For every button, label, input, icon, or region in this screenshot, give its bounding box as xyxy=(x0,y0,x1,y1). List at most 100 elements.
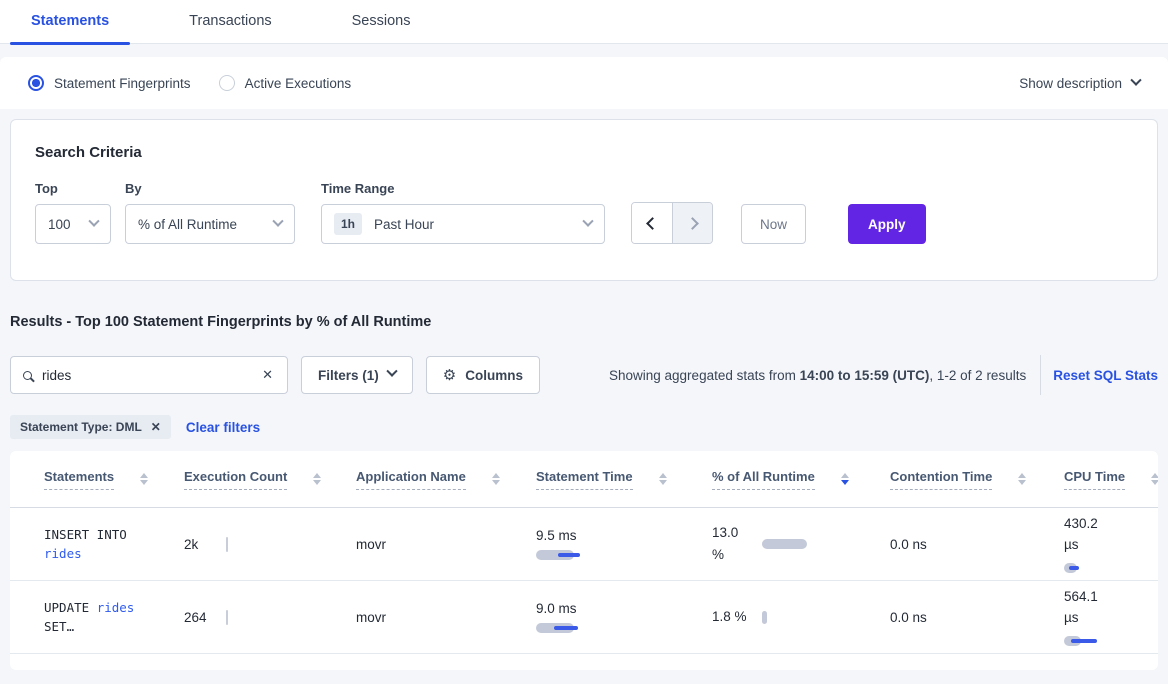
results-toolbar: ✕ Filters (1) ⚙ Columns Showing aggregat… xyxy=(10,355,1158,395)
execution-count-bar xyxy=(226,536,228,552)
column-header-statement-time[interactable]: Statement Time xyxy=(536,469,712,490)
active-filters-row: Statement Type: DML ✕ Clear filters xyxy=(10,415,1168,439)
statement-time-bar xyxy=(536,549,574,560)
radio-active-executions[interactable]: Active Executions xyxy=(218,75,352,91)
top-select[interactable]: 100 xyxy=(35,204,111,244)
cpu-time-marker xyxy=(1069,565,1079,570)
chevron-left-icon xyxy=(645,216,659,230)
tab-transactions[interactable]: Transactions xyxy=(189,13,272,29)
sort-icon[interactable] xyxy=(140,473,149,485)
by-value: % of All Runtime xyxy=(138,216,238,232)
chevron-down-icon xyxy=(88,215,100,227)
remove-filter-icon[interactable]: ✕ xyxy=(150,420,161,434)
sort-icon[interactable] xyxy=(491,473,500,485)
filter-chip-statement-type[interactable]: Statement Type: DML ✕ xyxy=(10,415,171,439)
filter-chip-label: Statement Type: DML xyxy=(20,420,142,434)
filters-label: Filters (1) xyxy=(318,367,379,383)
results-heading: Results - Top 100 Statement Fingerprints… xyxy=(10,314,432,330)
by-field: By % of All Runtime xyxy=(125,181,295,244)
search-input[interactable] xyxy=(42,367,261,383)
tab-sessions[interactable]: Sessions xyxy=(351,13,411,29)
table-row: INSERT INTO rides 2k movr 9.5 ms 13.0 % … xyxy=(10,508,1158,581)
sort-icon-active-desc[interactable] xyxy=(840,473,849,485)
time-range-badge: 1h xyxy=(334,213,363,235)
radio-statement-fingerprints[interactable]: Statement Fingerprints xyxy=(28,75,191,91)
top-field: Top 100 xyxy=(35,181,111,244)
cpu-time-cell: 430.2 µs xyxy=(1064,514,1158,574)
statement-link[interactable]: rides xyxy=(44,546,82,561)
execution-count-cell: 264 xyxy=(184,609,356,625)
application-name-cell: movr xyxy=(356,609,386,625)
sort-icon[interactable] xyxy=(313,473,322,485)
contention-time-cell: 0.0 ns xyxy=(890,609,927,625)
search-icon xyxy=(23,370,32,380)
chevron-down-icon xyxy=(386,365,398,377)
statement-fingerprint-cell: UPDATE rides SET… xyxy=(44,599,135,634)
execution-count-cell: 2k xyxy=(184,536,356,552)
sort-icon[interactable] xyxy=(1151,473,1158,485)
top-label: Top xyxy=(35,181,58,196)
statement-time-cell: 9.0 ms xyxy=(536,601,712,634)
tab-statements[interactable]: Statements xyxy=(9,13,131,45)
clear-search-icon[interactable]: ✕ xyxy=(262,367,273,382)
runtime-bar xyxy=(762,610,767,624)
filters-button[interactable]: Filters (1) xyxy=(301,356,413,394)
time-range-value: Past Hour xyxy=(374,216,435,232)
time-nav-group xyxy=(631,202,713,244)
sort-icon[interactable] xyxy=(1018,473,1027,485)
statement-time-cell: 9.5 ms xyxy=(536,528,712,561)
statement-fingerprint-cell: INSERT INTO rides xyxy=(44,526,127,561)
statement-link[interactable]: rides xyxy=(96,599,135,615)
column-header-contention-time[interactable]: Contention Time xyxy=(890,469,1064,490)
show-description-label: Show description xyxy=(1019,75,1122,91)
contention-time-cell: 0.0 ns xyxy=(890,536,927,552)
column-header-cpu-time[interactable]: CPU Time xyxy=(1064,469,1158,490)
sort-icon[interactable] xyxy=(658,473,667,485)
time-range-select[interactable]: 1h Past Hour xyxy=(321,204,605,244)
runtime-bar xyxy=(762,539,807,549)
runtime-pct-cell: 1.8 % xyxy=(712,606,890,628)
reset-sql-stats-link[interactable]: Reset SQL Stats xyxy=(1053,367,1158,383)
page-tabs: Statements Transactions Sessions xyxy=(0,0,1168,45)
radio-selected-icon xyxy=(28,75,44,91)
chevron-down-icon xyxy=(272,215,284,227)
column-header-statements[interactable]: Statements xyxy=(44,469,184,490)
search-criteria-card: Search Criteria Top 100 By % of All Runt… xyxy=(10,119,1158,281)
columns-button[interactable]: ⚙ Columns xyxy=(425,356,540,394)
time-next-button[interactable] xyxy=(672,203,712,243)
radio-label: Active Executions xyxy=(244,75,352,91)
column-header-runtime-pct[interactable]: % of All Runtime xyxy=(712,469,890,490)
column-header-application-name[interactable]: Application Name xyxy=(356,469,536,490)
chevron-down-icon xyxy=(582,215,594,227)
time-range-label: Time Range xyxy=(321,181,395,196)
statement-time-marker xyxy=(558,552,580,557)
view-toggle-bar: Statement Fingerprints Active Executions… xyxy=(0,57,1168,109)
statements-table: Statements Execution Count Application N… xyxy=(10,451,1158,670)
by-label: By xyxy=(125,181,142,196)
gear-icon: ⚙ xyxy=(442,367,457,384)
apply-button[interactable]: Apply xyxy=(848,204,926,244)
time-prev-button[interactable] xyxy=(632,203,672,243)
statement-search-box: ✕ xyxy=(10,356,288,394)
cpu-time-marker xyxy=(1071,638,1097,643)
execution-count-bar xyxy=(226,609,228,625)
search-criteria-title: Search Criteria xyxy=(35,144,142,161)
column-header-execution-count[interactable]: Execution Count xyxy=(184,469,356,490)
results-summary: Showing aggregated stats from 14:00 to 1… xyxy=(609,367,1027,383)
show-description-toggle[interactable]: Show description xyxy=(1019,74,1142,91)
divider xyxy=(1040,355,1042,395)
radio-label: Statement Fingerprints xyxy=(54,75,191,91)
cpu-time-cell: 564.1 µs xyxy=(1064,587,1158,647)
chevron-down-icon xyxy=(1130,74,1142,86)
statement-time-marker xyxy=(554,625,578,630)
table-header-row: Statements Execution Count Application N… xyxy=(10,451,1158,508)
time-range-field: Time Range 1h Past Hour xyxy=(321,181,605,244)
table-row: UPDATE rides SET… 264 movr 9.0 ms 1.8 % … xyxy=(10,581,1158,654)
by-select[interactable]: % of All Runtime xyxy=(125,204,295,244)
radio-unselected-icon xyxy=(218,75,235,91)
application-name-cell: movr xyxy=(356,536,386,552)
now-button[interactable]: Now xyxy=(741,204,807,244)
runtime-pct-cell: 13.0 % xyxy=(712,522,890,565)
view-radio-group: Statement Fingerprints Active Executions xyxy=(28,75,351,91)
clear-filters-link[interactable]: Clear filters xyxy=(185,419,261,435)
